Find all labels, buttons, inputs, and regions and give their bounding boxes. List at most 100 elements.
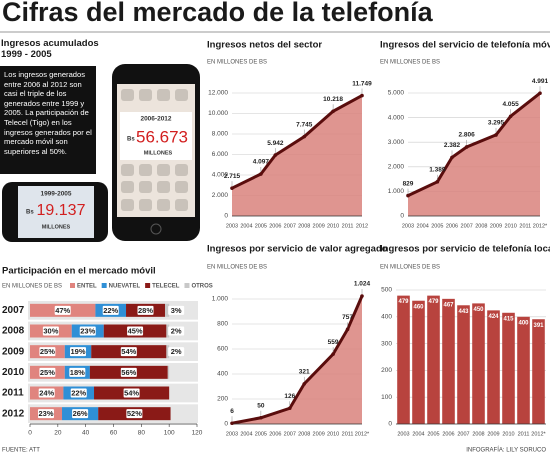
y-tick-label: 2012 <box>2 408 25 419</box>
credit: INFOGRAFÍA: LILY SORUCO <box>466 447 546 454</box>
label-box <box>137 305 154 315</box>
legend-label: TELECEL <box>152 284 180 290</box>
x-tick-label: 2012 <box>356 223 368 229</box>
bar <box>517 316 530 424</box>
x-tick-label: 2005 <box>431 223 443 229</box>
x-tick-label: 40 <box>82 430 90 437</box>
bar-segment <box>164 303 170 317</box>
y-tick-label: 10.000 <box>208 110 228 117</box>
value-label: 30% <box>43 326 58 335</box>
y-tick-label: 2008 <box>2 326 25 337</box>
point <box>302 382 307 386</box>
x-tick-label: 2009 <box>313 223 325 229</box>
value-label: 1.389 <box>429 167 446 174</box>
value-label: 11.749 <box>352 80 372 87</box>
area <box>232 95 362 216</box>
point <box>464 145 469 149</box>
value-label: 45% <box>128 326 143 335</box>
bar <box>442 298 455 424</box>
x-tick-label: 60 <box>110 430 118 437</box>
value-label: 415 <box>503 316 514 322</box>
x-tick-label: 2010 <box>327 431 339 437</box>
legend-label: NUEVATEL <box>109 284 141 290</box>
x-tick-label: 2005 <box>255 431 267 437</box>
value-label: 28% <box>138 306 153 315</box>
label-box <box>127 326 144 336</box>
value-label: 321 <box>299 369 310 376</box>
value-label: 5.942 <box>267 140 284 147</box>
value-label: 10.218 <box>323 96 343 103</box>
value-label: 52% <box>127 409 142 418</box>
x-tick-label: 80 <box>138 430 146 437</box>
label-box <box>79 326 96 336</box>
phone-period: 1999-2005 <box>40 191 71 198</box>
value-label: 1.024 <box>354 281 371 288</box>
value-label: 4.991 <box>532 78 549 85</box>
label-box <box>123 388 140 398</box>
value-label: 443 <box>458 309 469 315</box>
bar-segment <box>167 365 170 379</box>
point <box>494 133 498 137</box>
legend-label: ENTEL <box>77 284 97 290</box>
y-tick-label: 3.000 <box>388 139 405 146</box>
label-box <box>38 409 55 419</box>
legend-swatch <box>145 283 151 288</box>
value-label: 54% <box>124 388 139 397</box>
value-label: 3% <box>171 306 182 315</box>
value-label: 22% <box>103 306 118 315</box>
chart-subtitle: EN MILLONES DE BS <box>380 60 440 66</box>
point <box>230 421 234 426</box>
x-tick-label: 2006 <box>269 223 281 229</box>
point <box>360 93 364 98</box>
x-tick-label: 120 <box>192 430 203 437</box>
y-tick-label: 2009 <box>2 346 25 357</box>
y-tick-label: 600 <box>217 346 228 353</box>
point <box>406 193 410 198</box>
value-label: 24% <box>39 388 54 397</box>
label-box <box>72 409 89 419</box>
value-label: 18% <box>70 368 85 377</box>
value-label: 25% <box>40 368 55 377</box>
phone-currency: Bs <box>127 137 135 143</box>
x-tick-label: 2010 <box>327 223 339 229</box>
x-tick-label: 2003 <box>402 223 414 229</box>
x-tick-label: 2011 <box>519 223 531 229</box>
value-label: 424 <box>488 314 499 320</box>
y-tick-label: 12.000 <box>208 90 228 97</box>
bar <box>457 305 470 424</box>
y-tick-label: 4.000 <box>388 114 405 121</box>
label-box <box>54 305 71 315</box>
point <box>230 186 234 190</box>
chart-subtitle: EN MILLONES DE BS <box>207 265 267 271</box>
chart-title: Ingresos por servicio de telefonía local <box>380 244 550 255</box>
value-label: 26% <box>73 409 88 418</box>
chart-subtitle: EN MILLONES DE BS <box>380 265 440 271</box>
x-tick-label: 20 <box>54 430 62 437</box>
y-tick-label: 400 <box>381 314 392 321</box>
value-label: 460 <box>413 304 424 310</box>
phone-screen <box>18 186 94 238</box>
x-tick-label: 2003 <box>226 431 238 437</box>
y-tick-label: 0 <box>224 421 228 428</box>
bar <box>412 300 425 424</box>
point <box>302 134 307 139</box>
legend-swatch <box>101 283 107 288</box>
x-tick-label: 2009 <box>487 431 499 437</box>
point <box>259 415 263 420</box>
x-tick-label: 2003 <box>226 223 238 229</box>
point <box>345 327 350 332</box>
label-box <box>168 305 185 315</box>
bar <box>487 310 500 424</box>
y-tick-label: 100 <box>381 394 392 401</box>
bar-segment <box>166 345 170 359</box>
x-tick-label: 2012* <box>531 431 546 437</box>
y-tick-label: 1.000 <box>212 296 229 303</box>
value-label: 829 <box>403 180 414 187</box>
bar <box>472 303 485 424</box>
y-tick-label: 2.000 <box>212 192 229 199</box>
label-box <box>70 347 87 357</box>
bar <box>427 295 440 424</box>
value-label: 6 <box>230 408 234 415</box>
x-tick-label: 2012* <box>355 431 370 437</box>
